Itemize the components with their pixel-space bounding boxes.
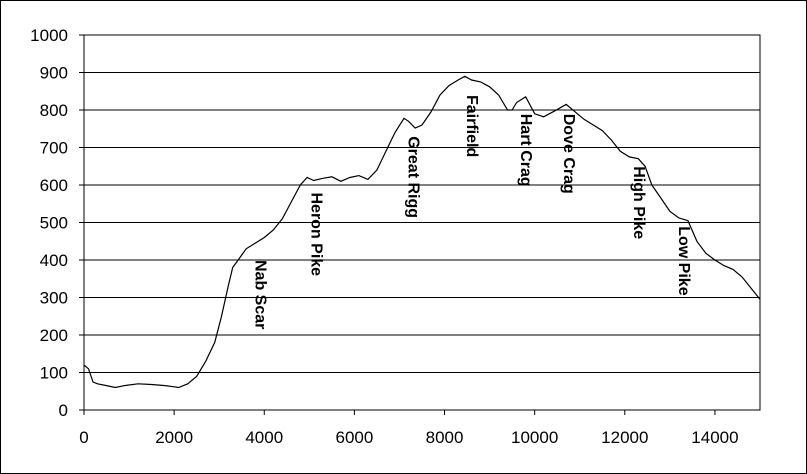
y-tick-label: 200 (40, 326, 68, 345)
elevation-line (83, 75, 761, 389)
x-tick-label: 4000 (245, 428, 283, 447)
x-tick-label: 10000 (511, 428, 558, 447)
gridlines (84, 72, 760, 373)
y-tick-label: 900 (40, 64, 68, 83)
y-axis: 0 100 200 300 400 500 600 700 800 900 1000 (30, 26, 84, 420)
y-tick-label: 100 (40, 364, 68, 383)
peak-label: Fairfield (463, 95, 480, 157)
y-tick-label: 800 (40, 101, 68, 120)
peak-label: Low Pike (675, 226, 692, 295)
peak-label: Heron Pike (308, 193, 325, 277)
y-tick-label: 300 (40, 289, 68, 308)
peak-label: Dove Crag (560, 114, 577, 194)
x-tick-label: 2000 (155, 428, 193, 447)
y-tick-label: 0 (59, 401, 68, 420)
peak-label: Great Rigg (404, 136, 421, 218)
x-tick-label: 6000 (335, 428, 373, 447)
peak-annotations: Nab Scar Heron Pike Great Rigg Fairfield Har… (251, 95, 692, 329)
y-tick-label: 400 (40, 251, 68, 270)
y-tick-label: 500 (40, 214, 68, 233)
peak-label: High Pike (630, 166, 647, 239)
y-tick-label: 1000 (30, 26, 68, 45)
x-tick-label: 8000 (426, 428, 464, 447)
x-tick-label: 14000 (691, 428, 738, 447)
x-tick-label: 0 (79, 428, 88, 447)
x-axis: 0 2000 4000 6000 8000 10000 12000 14000 (79, 410, 739, 447)
peak-label: Nab Scar (251, 260, 268, 329)
y-tick-label: 700 (40, 139, 68, 158)
y-tick-label: 600 (40, 176, 68, 195)
x-tick-label: 12000 (601, 428, 648, 447)
peak-label: Hart Crag (517, 114, 534, 187)
